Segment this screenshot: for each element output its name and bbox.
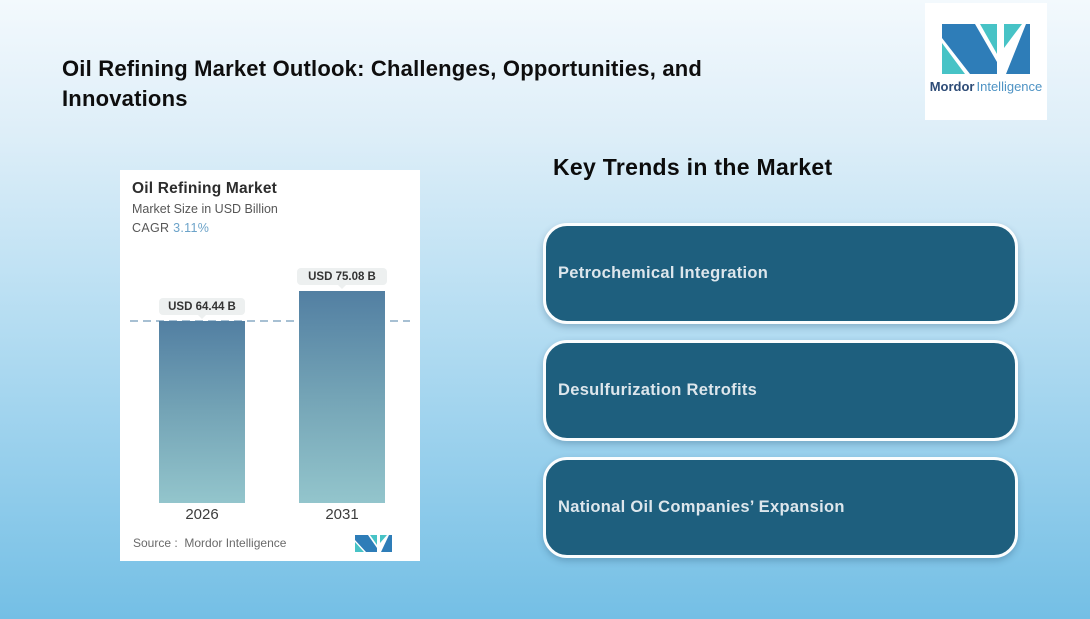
cagr-label: CAGR xyxy=(132,221,170,235)
page-title-line1: Oil Refining Market Outlook: Challenges,… xyxy=(62,56,703,81)
bar-2026 xyxy=(159,321,245,503)
mordor-mini-logo-icon xyxy=(355,535,392,552)
trend-card-label: National Oil Companies’ Expansion xyxy=(558,498,845,516)
brand-name-bold: Mordor xyxy=(929,79,975,94)
chart-title: Oil Refining Market xyxy=(132,180,278,197)
trend-card-desulfurization-retrofits: Desulfurization Retrofits xyxy=(543,340,1018,441)
page-title-line2: Innovations xyxy=(62,86,188,111)
market-size-chart-card: Oil Refining Market Market Size in USD B… xyxy=(120,170,420,561)
chart-cagr-row: CAGR 3.11% xyxy=(132,221,209,235)
value-badge-2026-text: USD 64.44 B xyxy=(168,300,236,313)
chart-subtitle: Market Size in USD Billion xyxy=(132,202,278,216)
brand-logo-card: Mordor Intelligence xyxy=(925,3,1047,120)
cagr-value: 3.11% xyxy=(173,221,210,235)
mordor-intelligence-logo-icon xyxy=(942,24,1030,74)
trend-card-petrochemical-integration: Petrochemical Integration xyxy=(543,223,1018,324)
page-title: Oil Refining Market Outlook: Challenges,… xyxy=(62,54,802,114)
reference-dashed-line xyxy=(130,320,410,322)
value-badge-2031: USD 75.08 B xyxy=(297,268,387,285)
trend-card-label: Desulfurization Retrofits xyxy=(558,381,758,399)
axis-label-2026: 2026 xyxy=(185,506,219,523)
source-text: Source : Mordor Intelligence xyxy=(133,536,287,550)
value-badge-2026: USD 64.44 B xyxy=(159,298,245,315)
brand-name: Mordor Intelligence xyxy=(930,79,1043,94)
brand-name-light: Intelligence xyxy=(976,79,1043,94)
value-badge-2031-text: USD 75.08 B xyxy=(308,270,376,283)
trend-card-national-oil-companies-expansion: National Oil Companies’ Expansion xyxy=(543,457,1018,558)
trend-card-label: Petrochemical Integration xyxy=(558,264,769,282)
axis-label-2031: 2031 xyxy=(325,506,359,523)
key-trends-heading: Key Trends in the Market xyxy=(553,154,833,180)
bar-2031 xyxy=(299,291,385,503)
